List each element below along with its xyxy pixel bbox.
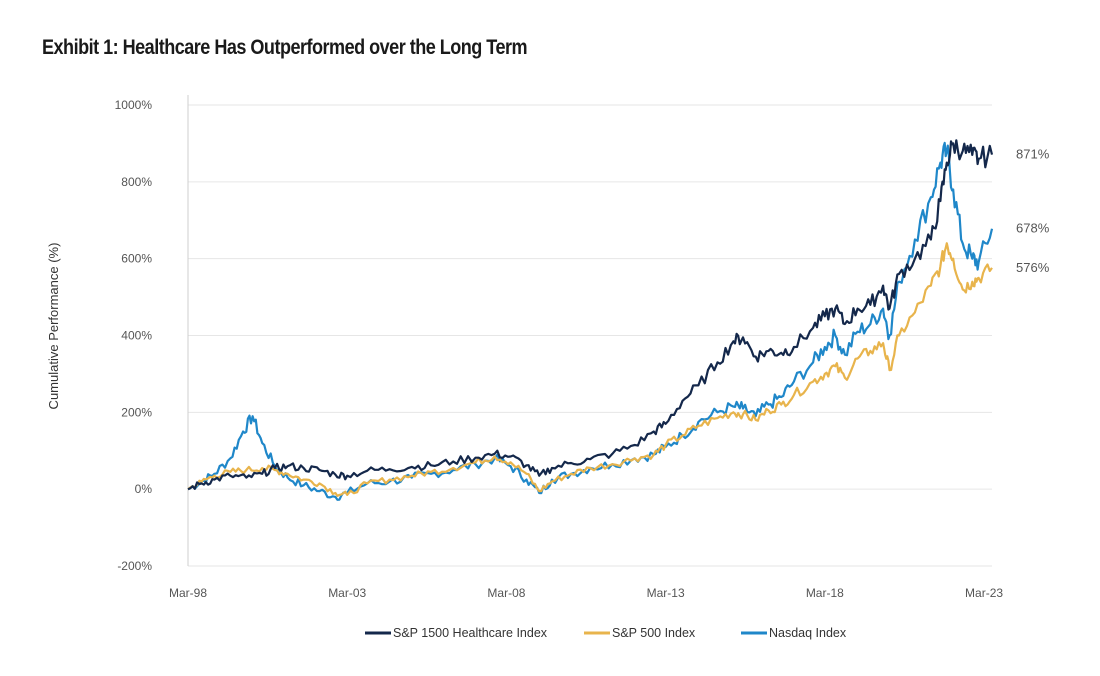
legend: S&P 1500 Healthcare Index S&P 500 Index Na… [365, 626, 847, 640]
y-tick-label: 1000% [115, 98, 153, 112]
end-labels: 871% 576% 678% [1016, 147, 1050, 275]
x-axis-ticks: Mar-98 Mar-03 Mar-08 Mar-13 Mar-18 Mar-23 [169, 586, 1003, 600]
x-tick-label: Mar-13 [647, 586, 685, 600]
legend-label: S&P 500 Index [612, 626, 696, 640]
x-tick-label: Mar-08 [487, 586, 525, 600]
series-lines [187, 139, 994, 501]
y-tick-label: 600% [121, 252, 152, 266]
y-tick-label: 800% [121, 175, 152, 189]
legend-label: S&P 1500 Healthcare Index [393, 626, 548, 640]
end-value-label: 576% [1016, 260, 1050, 275]
series-line-nasdaq-index [187, 141, 994, 501]
x-tick-label: Mar-03 [328, 586, 366, 600]
x-tick-label: Mar-23 [965, 586, 1003, 600]
y-tick-label: -200% [117, 559, 152, 573]
x-tick-label: Mar-98 [169, 586, 207, 600]
y-tick-label: 200% [121, 405, 152, 419]
chart-title: Exhibit 1: Healthcare Has Outperformed o… [42, 36, 528, 59]
end-value-label: 678% [1016, 221, 1050, 236]
series-line-s-p-500-index [187, 242, 993, 497]
y-axis-title: Cumulative Performance (%) [46, 243, 61, 410]
y-tick-label: 0% [135, 482, 153, 496]
gridlines [187, 95, 992, 567]
y-tick-label: 400% [121, 329, 152, 343]
end-value-label: 871% [1016, 147, 1050, 162]
y-axis-ticks: -200% 0% 200% 400% 600% 800% 1000% [115, 98, 153, 573]
legend-label: Nasdaq Index [769, 626, 847, 640]
series-line-s-p-1500-healthcare-index [187, 139, 994, 491]
x-tick-label: Mar-18 [806, 586, 844, 600]
